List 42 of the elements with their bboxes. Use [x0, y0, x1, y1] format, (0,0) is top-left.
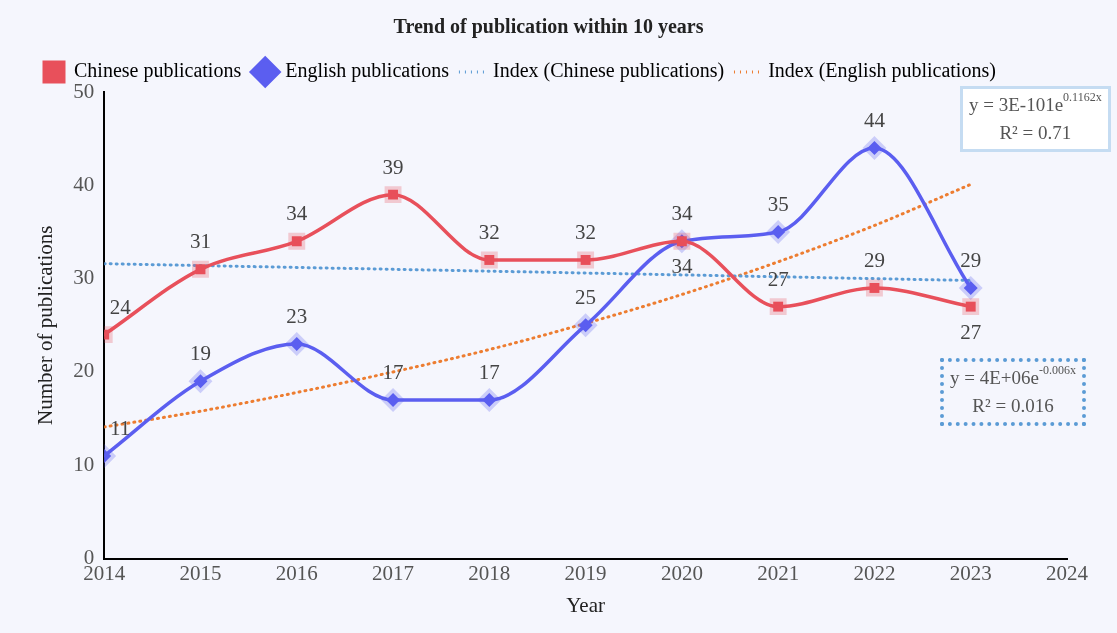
y-axis-title: Number of publications — [33, 225, 58, 426]
x-axis-title: Year — [566, 592, 605, 617]
data-label: 23 — [286, 303, 308, 328]
chart-title: Trend of publication within 10 years — [393, 15, 704, 39]
y-tick-label: 40 — [73, 171, 95, 196]
data-label: 24 — [109, 294, 132, 319]
data-label: 34 — [671, 201, 693, 226]
legend-label: Index (English publications) — [768, 59, 996, 83]
y-tick-label: 20 — [73, 358, 95, 383]
text: y = 4E+06e$^{-0.006x}$ R² = 0.016 — [950, 363, 1076, 416]
data-label: 27 — [767, 266, 789, 291]
y-tick-label: 30 — [73, 265, 95, 290]
data-label: 34 — [671, 254, 693, 279]
x-tick-label: 2019 — [564, 560, 607, 585]
data-label: 19 — [189, 341, 211, 366]
x-tick-label: 2016 — [275, 560, 318, 585]
y-tick-label: 10 — [73, 451, 95, 476]
x-tick-label: 2024 — [1046, 560, 1089, 585]
x-tick-label: 2022 — [853, 560, 896, 585]
data-label: 35 — [767, 192, 789, 216]
data-label: 17 — [382, 359, 404, 384]
data-label: 29 — [960, 247, 982, 272]
legend-label: English publications — [285, 59, 450, 83]
x-tick-label: 2017 — [372, 560, 415, 585]
data-label: 34 — [286, 201, 308, 226]
data-label: 11 — [110, 415, 131, 440]
data-label: 39 — [382, 154, 404, 179]
x-tick-label: 2023 — [949, 560, 992, 585]
x-tick-label: 2018 — [468, 560, 511, 585]
data-label: 31 — [189, 229, 211, 254]
data-label: 44 — [863, 108, 886, 133]
data-label: 32 — [478, 219, 500, 244]
x-tick-label: 2020 — [660, 560, 703, 585]
x-tick-label: 2015 — [179, 560, 222, 585]
x-tick-label: 2021 — [757, 560, 800, 585]
legend-label: Index (Chinese publications) — [493, 59, 725, 83]
data-label: 17 — [478, 359, 500, 384]
text: y = 3E-101e$^{0.1162x}$ R² = 0.71 — [969, 90, 1102, 143]
data-label: 32 — [575, 219, 597, 244]
data-label: 29 — [863, 247, 885, 272]
data-label: 25 — [575, 285, 597, 310]
data-label: 27 — [960, 319, 982, 344]
